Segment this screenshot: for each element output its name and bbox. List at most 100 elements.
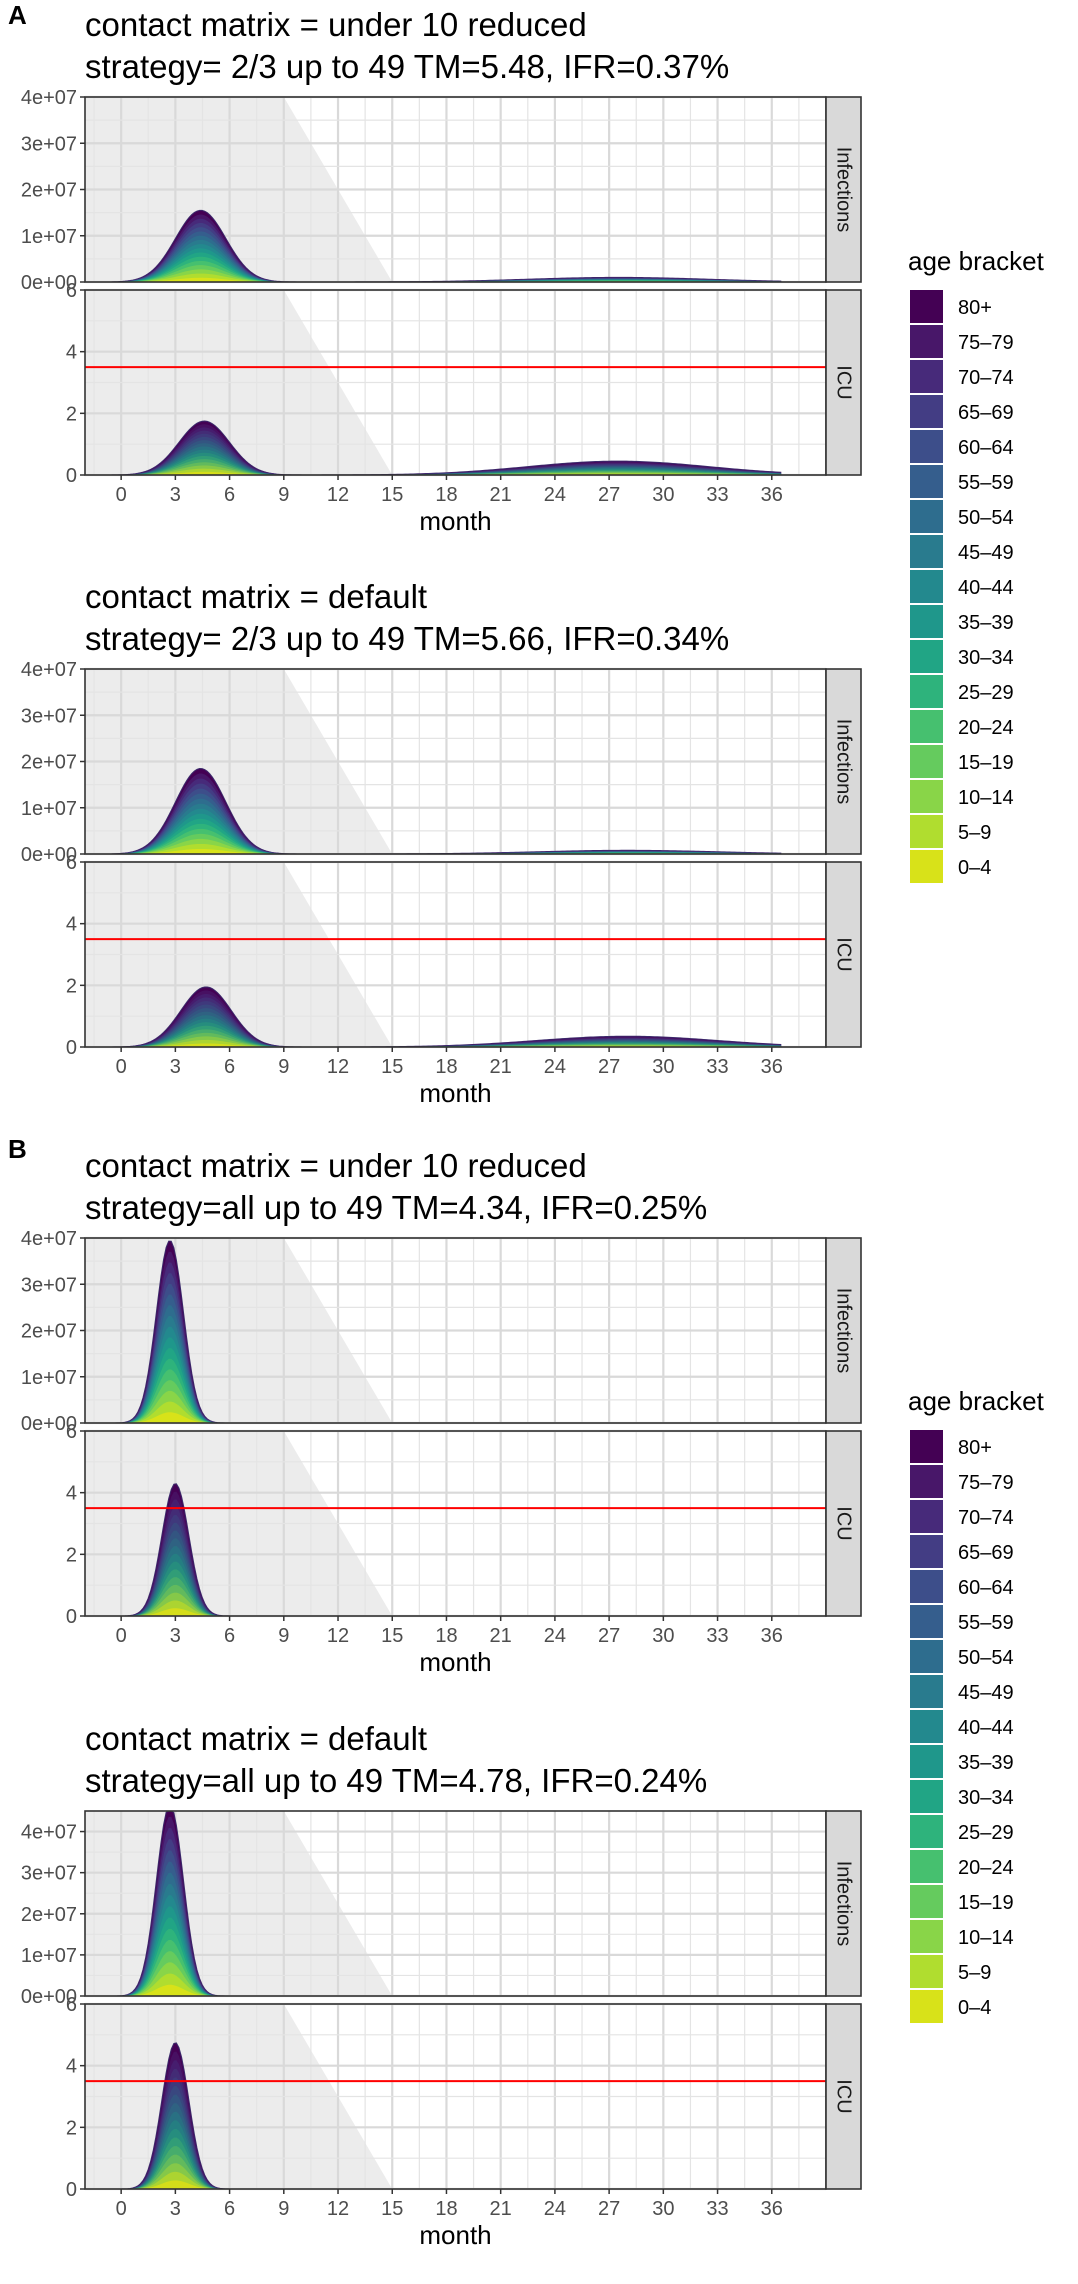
legend-label: 20–24 [958,1857,1014,1879]
legend-swatch [910,605,943,638]
legend-swatch [910,360,943,393]
facet-strip [825,1810,862,1997]
facet-strip-label: Infections [833,147,855,233]
area-band-15 [112,468,781,475]
y-tick-label: 1e+07 [21,226,77,248]
x-tick-label: 0 [116,1625,127,1647]
y-tick-label: 2e+07 [21,180,77,202]
x-tick-label: 0 [116,484,127,506]
legend-b: age bracket 80+ 75–79 70–74 65–69 60–64 55–59 5… [908,1386,1045,2023]
area-band-8 [112,446,781,475]
legend-label: 25–29 [958,1822,1014,1844]
area-band-16 [112,1412,781,1423]
legend-label: 30–34 [958,1787,1014,1809]
panel-label-a: A [8,0,27,30]
legend-swatch [910,1780,943,1813]
x-tick-label: 27 [598,1056,620,1078]
y-tick-label: 6 [66,1421,77,1443]
facet-strip [825,96,862,283]
x-tick-label: 27 [598,1625,620,1647]
x-axis-label: month [419,1647,491,1677]
x-tick-label: 0 [116,1056,127,1078]
legend-swatch [910,325,943,358]
x-tick-label: 30 [652,1056,674,1078]
facet-strip-label: Infections [833,719,855,805]
x-tick-label: 18 [435,1625,457,1647]
y-tick-label: 2 [66,2117,77,2139]
legend-swatch [910,1885,943,1918]
x-tick-label: 18 [435,1056,457,1078]
legend-label: 70–74 [958,367,1014,389]
x-tick-label: 12 [327,1056,349,1078]
chart-title: contact matrix = under 10 reduced [85,1147,587,1184]
legend-swatch [910,1850,943,1883]
y-tick-label: 3e+07 [21,1274,77,1296]
legend-swatch [910,710,943,743]
y-tick-label: 0e+00 [21,1986,77,2008]
area-band-7 [112,443,781,475]
legend-swatch [910,1535,943,1568]
area-band-16 [112,2180,781,2189]
facet-strip-label: Infections [833,1288,855,1374]
y-tick-label: 0 [66,465,77,487]
x-tick-label: 3 [170,1625,181,1647]
x-tick-label: 3 [170,484,181,506]
x-tick-label: 30 [652,1625,674,1647]
legend-label: 50–54 [958,507,1014,529]
y-tick-label: 0 [66,1037,77,1059]
x-tick-label: 9 [278,1056,289,1078]
legend-swatch [910,1710,943,1743]
x-tick-label: 15 [381,2198,403,2220]
x-tick-label: 6 [224,484,235,506]
legend-swatch [910,745,943,778]
facet-strip [825,861,862,1048]
area-band-12 [112,459,781,475]
facet-infections: 0e+00 1e+07 2e+07 3e+07 4e+07 Infections [21,659,862,866]
legend-swatch [910,640,943,673]
y-tick-label: 0 [66,2179,77,2201]
legend-label: 65–69 [958,402,1014,424]
legend-label: 75–79 [958,1472,1014,1494]
legend-label: 80+ [958,1437,992,1459]
legend-label: 75–79 [958,332,1014,354]
x-tick-label: 21 [490,1056,512,1078]
x-tick-label: 15 [381,484,403,506]
x-tick-label: 9 [278,2198,289,2220]
x-tick-label: 6 [224,2198,235,2220]
x-tick-label: 0 [116,2198,127,2220]
chart-title: contact matrix = default [85,578,427,615]
x-tick-label: 27 [598,2198,620,2220]
legend-swatch [910,850,943,883]
legend-swatch [910,395,943,428]
x-tick-label: 21 [490,484,512,506]
area-band-9 [112,449,781,475]
area-band-11 [112,455,781,475]
facet-infections: 0e+00 1e+07 2e+07 3e+07 4e+07 Infections [21,87,862,294]
x-tick-label: 15 [381,1056,403,1078]
legend-label: 15–19 [958,752,1014,774]
x-tick-label: 12 [327,1625,349,1647]
facet-strip [825,1237,862,1424]
facet-strip-label: Infections [833,1861,855,1947]
x-axis-label: month [419,506,491,536]
y-tick-label: 4 [66,2056,77,2078]
legend-swatch [910,1465,943,1498]
x-tick-label: 15 [381,1625,403,1647]
legend-swatch [910,430,943,463]
legend-label: 30–34 [958,647,1014,669]
legend-swatch [910,1920,943,1953]
y-tick-label: 4e+07 [21,1228,77,1250]
x-tick-label: 24 [544,1625,566,1647]
x-tick-label: 33 [706,484,728,506]
legend-swatch [910,1815,943,1848]
legend-label: 10–14 [958,787,1014,809]
legend-swatch [910,1605,943,1638]
y-tick-label: 4e+07 [21,659,77,681]
legend-label: 60–64 [958,1577,1014,1599]
y-tick-label: 3e+07 [21,705,77,727]
y-tick-label: 3e+07 [21,1863,77,1885]
legend-label: 80+ [958,297,992,319]
facet-strip-label: ICU [833,2079,855,2113]
